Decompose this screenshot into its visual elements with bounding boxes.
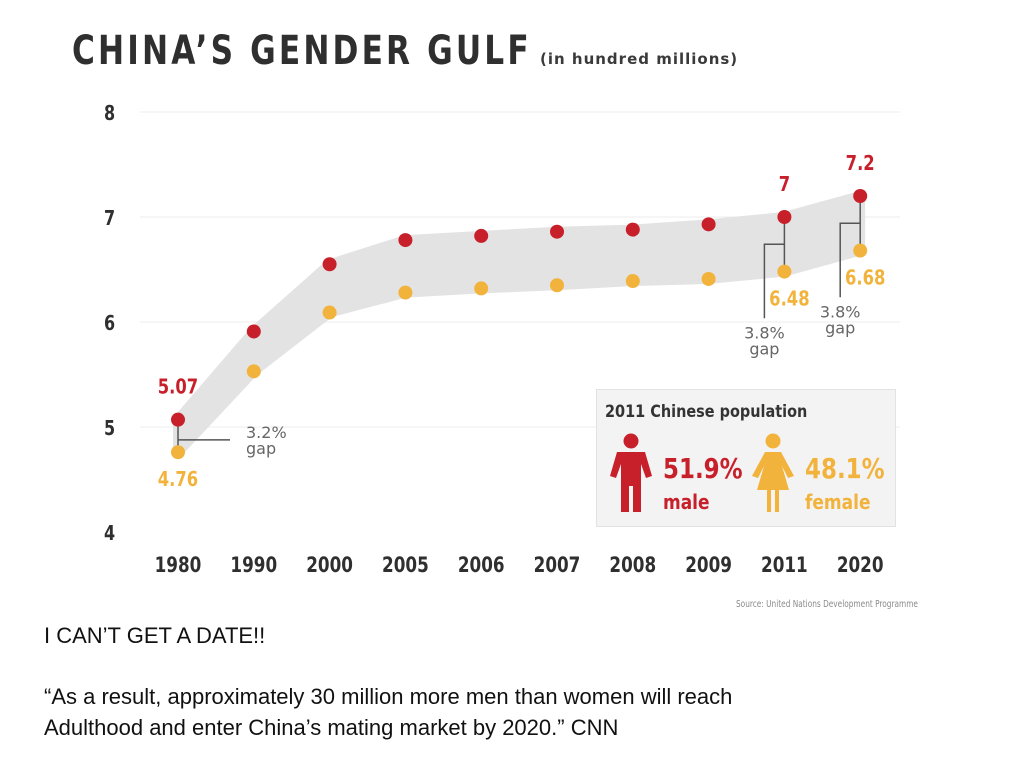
female-value-label-1980: 4.76 — [158, 469, 198, 492]
female-point-2011 — [777, 264, 792, 279]
gap-word-2011: gap — [749, 339, 779, 358]
caption-quote-line-2: Adulthood and enter China’s mating marke… — [44, 715, 619, 740]
male-point-1980 — [171, 412, 185, 427]
female-point-2009 — [701, 271, 716, 286]
x-tick-label-2011: 2011 — [761, 553, 808, 577]
female-point-2000 — [322, 305, 337, 320]
male-point-2007 — [550, 224, 564, 239]
male-point-2005 — [398, 233, 413, 248]
female-point-2005 — [398, 285, 413, 300]
gap-percent-2020: 3.8% — [820, 302, 861, 321]
gender-gap-chart: 4 5 6 7 8 1980 1990 2000 2005 2006 2007 2008 2009 201… — [104, 102, 900, 578]
male-point-2020 — [853, 189, 868, 203]
x-tick-label-1980: 1980 — [155, 553, 202, 577]
male-value-label-2011: 7 — [779, 174, 790, 197]
male-point-2009 — [701, 217, 716, 232]
female-point-2020 — [853, 243, 868, 258]
female-label: female — [805, 490, 871, 514]
male-point-2006 — [474, 228, 489, 243]
y-tick-label-4: 4 — [104, 522, 115, 545]
male-label: male — [663, 490, 710, 514]
gap-leader-2020 — [839, 196, 861, 298]
male-percent: 51.9% — [663, 452, 743, 485]
x-tick-label-1990: 1990 — [230, 553, 277, 577]
female-value-label-2011: 6.48 — [769, 288, 809, 311]
gap-leader-2011 — [763, 217, 786, 319]
caption-quote-line-1: “As a result, approximately 30 million m… — [44, 684, 733, 709]
female-point-2006 — [474, 281, 489, 296]
gap-percent-2011: 3.8% — [744, 323, 785, 342]
source-note: Source: United Nations Development Progr… — [736, 599, 918, 610]
caption-headline: I CAN’T GET A DATE!! — [44, 623, 266, 648]
y-tick-label-6: 6 — [104, 312, 115, 335]
female-point-1980 — [171, 445, 185, 460]
x-tick-label-2006: 2006 — [458, 553, 505, 577]
gap-word-1980: gap — [246, 439, 276, 458]
male-point-2008 — [625, 222, 640, 237]
x-tick-label-2007: 2007 — [534, 553, 581, 577]
legend-title: 2011 Chinese population — [605, 402, 808, 422]
female-point-1990 — [246, 364, 261, 379]
gap-percent-1980: 3.2% — [246, 423, 287, 442]
x-tick-label-2000: 2000 — [306, 553, 353, 577]
y-tick-label-5: 5 — [104, 417, 115, 440]
x-tick-label-2005: 2005 — [382, 553, 429, 577]
female-point-2007 — [550, 278, 564, 293]
female-percent: 48.1% — [805, 452, 885, 485]
male-value-label-1980: 5.07 — [158, 376, 198, 399]
population-legend-box: 2011 Chinese population 51.9% male 48.1%… — [596, 389, 896, 527]
male-point-2011 — [777, 210, 792, 224]
y-tick-label-7: 7 — [104, 207, 115, 230]
x-tick-label-2008: 2008 — [609, 553, 656, 577]
x-tick-label-2020: 2020 — [837, 553, 884, 577]
y-tick-label-8: 8 — [104, 102, 115, 125]
chart-title-wrap: CHINA’S GENDER GULF — [72, 28, 661, 74]
gap-word-2020: gap — [825, 318, 855, 337]
male-value-label-2020: 7.2 — [846, 153, 875, 176]
male-person-icon — [610, 433, 652, 512]
male-point-2000 — [322, 257, 337, 272]
x-tick-label-2009: 2009 — [685, 553, 732, 577]
male-point-1990 — [246, 324, 261, 339]
female-value-label-2020: 6.68 — [845, 267, 885, 290]
female-point-2008 — [625, 274, 640, 289]
chart-title: CHINA’S GENDER GULF — [72, 28, 532, 74]
chart-subtitle: (in hundred millions) — [540, 50, 739, 68]
female-person-icon — [752, 433, 794, 512]
